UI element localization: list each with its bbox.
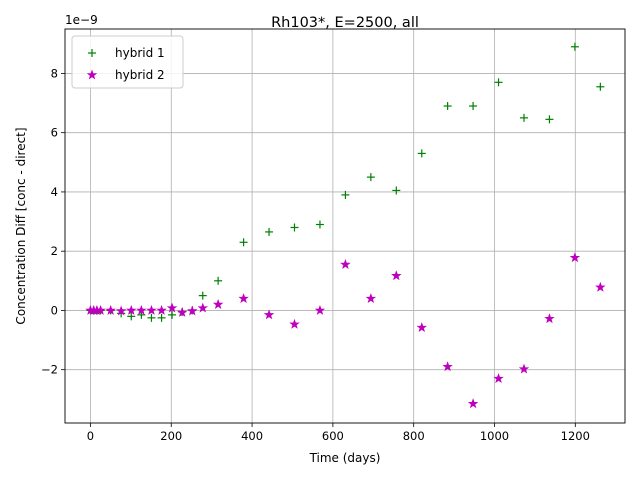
data-point bbox=[391, 270, 402, 281]
data-point bbox=[265, 227, 274, 236]
series-hybrid-2 bbox=[85, 252, 606, 409]
data-point bbox=[469, 102, 478, 111]
data-point bbox=[545, 115, 554, 124]
data-point bbox=[198, 291, 207, 300]
chart-title: Rh103*, E=2500, all bbox=[271, 15, 419, 31]
data-point bbox=[166, 302, 178, 313]
data-point bbox=[569, 252, 581, 263]
x-tick-label: 600 bbox=[322, 429, 344, 443]
data-point bbox=[392, 186, 401, 195]
x-tick-label: 400 bbox=[241, 429, 263, 443]
data-point bbox=[176, 307, 188, 317]
data-point bbox=[238, 293, 249, 304]
data-point bbox=[127, 312, 136, 321]
data-point bbox=[168, 310, 177, 319]
data-point bbox=[596, 82, 605, 91]
data-point bbox=[570, 42, 579, 51]
series-layer bbox=[85, 42, 606, 409]
data-point bbox=[544, 313, 555, 324]
legend-label: hybrid 2 bbox=[115, 68, 165, 82]
x-tick-label: 200 bbox=[160, 429, 182, 443]
data-point bbox=[519, 113, 528, 122]
data-point bbox=[467, 398, 479, 409]
y-tick-label: 8 bbox=[51, 66, 58, 80]
data-point bbox=[443, 102, 452, 111]
data-point bbox=[494, 78, 503, 87]
axis-ticks: 0 200 400 600 800 1000 1200 −2 0 2 4 6 8 bbox=[41, 66, 590, 443]
data-point bbox=[214, 276, 223, 285]
data-point bbox=[157, 313, 166, 322]
legend-marker bbox=[88, 49, 96, 57]
data-point bbox=[263, 309, 275, 320]
data-point bbox=[105, 304, 116, 315]
data-point bbox=[126, 304, 137, 315]
data-point bbox=[416, 322, 427, 333]
x-tick-label: 0 bbox=[87, 429, 94, 443]
data-point bbox=[147, 313, 156, 322]
data-point bbox=[289, 318, 300, 329]
data-point bbox=[136, 304, 147, 315]
data-point bbox=[115, 305, 127, 316]
data-point bbox=[212, 299, 224, 309]
x-tick-label: 800 bbox=[403, 429, 425, 443]
data-point bbox=[493, 373, 504, 384]
legend-box bbox=[71, 35, 184, 89]
data-point bbox=[187, 305, 198, 316]
data-point bbox=[366, 173, 375, 182]
data-point bbox=[518, 363, 530, 374]
data-point bbox=[315, 220, 324, 229]
legend-marker bbox=[86, 69, 98, 80]
y-tick-label: 0 bbox=[51, 303, 58, 317]
data-point bbox=[197, 302, 208, 313]
x-tick-label: 1000 bbox=[480, 429, 509, 443]
x-axis-label: Time (days) bbox=[309, 451, 381, 465]
data-point bbox=[156, 304, 167, 315]
data-point bbox=[239, 238, 248, 247]
plot-frame bbox=[64, 28, 626, 424]
y-tick-label: 2 bbox=[51, 244, 58, 258]
legend: hybrid 1 hybrid 2 bbox=[71, 35, 184, 89]
data-point bbox=[442, 361, 453, 372]
y-tick-label: −2 bbox=[41, 363, 58, 377]
data-point bbox=[314, 304, 326, 315]
y-axis-label: Concentration Diff [conc - direct] bbox=[14, 127, 28, 324]
data-point bbox=[95, 304, 106, 315]
legend-label: hybrid 1 bbox=[115, 46, 165, 60]
data-point bbox=[146, 304, 157, 315]
x-tick-label: 1200 bbox=[561, 429, 590, 443]
y-tick-label: 4 bbox=[51, 185, 58, 199]
data-point bbox=[341, 190, 350, 199]
y-tick-label: 6 bbox=[51, 126, 58, 140]
y-offset-label: 1e−9 bbox=[65, 13, 98, 27]
data-point bbox=[595, 281, 606, 292]
data-point bbox=[290, 223, 299, 232]
data-point bbox=[365, 293, 377, 304]
data-point bbox=[340, 259, 351, 269]
data-point bbox=[417, 149, 426, 158]
